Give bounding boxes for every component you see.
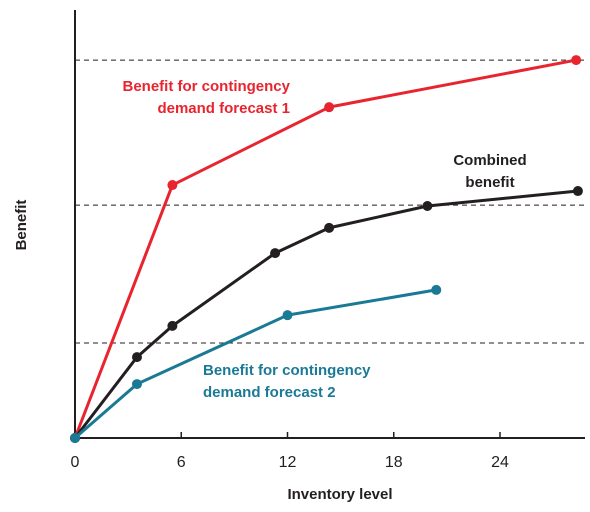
x-tick-label: 24	[491, 454, 509, 471]
data-point	[572, 186, 583, 197]
data-point	[70, 433, 80, 443]
series-label: Benefit for contingency	[203, 362, 371, 379]
x-tick-label: 0	[71, 454, 80, 471]
data-point	[131, 352, 142, 363]
data-point	[131, 379, 142, 390]
data-point	[571, 55, 582, 66]
data-point	[167, 320, 178, 331]
series-label: demand forecast 1	[157, 100, 290, 117]
series-label: demand forecast 2	[203, 384, 336, 401]
data-point	[282, 310, 293, 321]
series-line	[74, 288, 437, 440]
data-point	[324, 102, 335, 113]
data-point	[324, 222, 335, 233]
series-label: benefit	[465, 174, 514, 191]
data-point	[431, 284, 442, 295]
x-tick-label: 12	[279, 454, 297, 471]
x-tick-label: 18	[385, 454, 403, 471]
series-line	[73, 58, 577, 439]
series-label: Benefit for contingency	[122, 78, 290, 95]
x-tick-label: 6	[177, 454, 186, 471]
series-label: Combined	[453, 152, 526, 169]
x-axis-label: Inventory level	[287, 486, 392, 503]
data-point	[270, 248, 281, 259]
data-point	[422, 201, 433, 212]
y-axis-label: Benefit	[13, 200, 30, 251]
data-point	[167, 180, 178, 191]
